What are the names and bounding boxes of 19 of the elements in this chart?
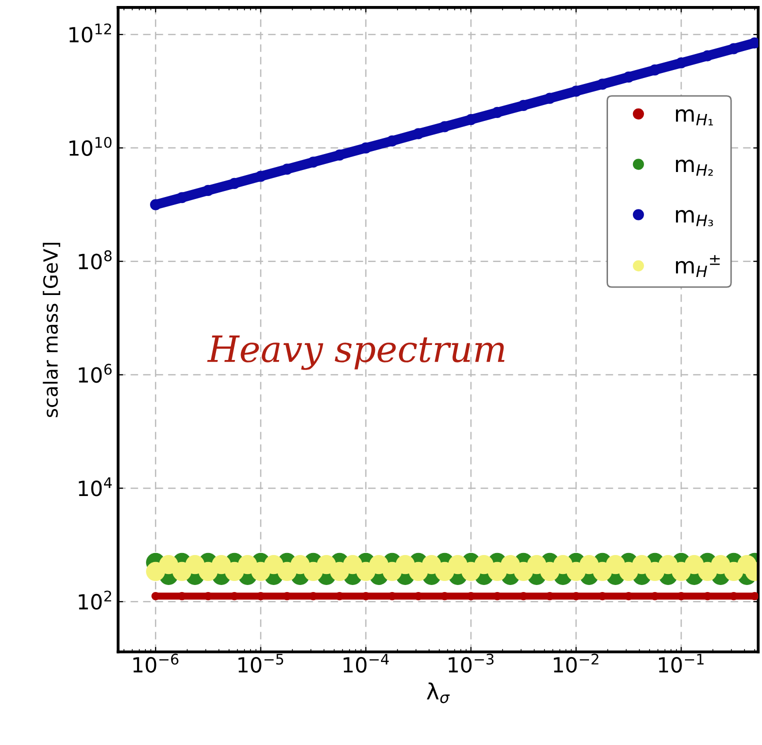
legend-label: m$_{H₁}$ (676, 109, 713, 126)
x-axis-title: λ$_{σ}$ (426, 682, 450, 704)
x-tick-label: 10$^{−3}$ (448, 654, 494, 673)
x-tick-label: 10$^{−4}$ (344, 654, 389, 673)
x-tick-label: 10$^{−5}$ (238, 654, 284, 673)
y-tick-label: 10$^{6}$ (78, 364, 112, 383)
legend-label: m$_{H₃}$ (676, 210, 713, 226)
legend-label: m$_{H}$$^{±}$ (676, 255, 720, 278)
x-tick-label: 10$^{−6}$ (133, 654, 178, 673)
y-tick-label: 10$^{4}$ (78, 477, 112, 496)
annotation: Heavy spectrum (207, 336, 504, 370)
y-tick-label: 10$^{8}$ (78, 250, 112, 270)
y-tick-label: 10$^{12}$ (69, 23, 112, 43)
x-tick-label: 10$^{−2}$ (554, 654, 598, 673)
y-tick-label: 10$^{10}$ (69, 136, 112, 156)
y-tick-label: 10$^{2}$ (78, 590, 112, 610)
y-axis-title: scalar mass [GeV] (42, 242, 60, 418)
legend-label: m$_{H₂}$ (676, 160, 713, 176)
x-tick-label: 10$^{−1}$ (659, 654, 704, 673)
